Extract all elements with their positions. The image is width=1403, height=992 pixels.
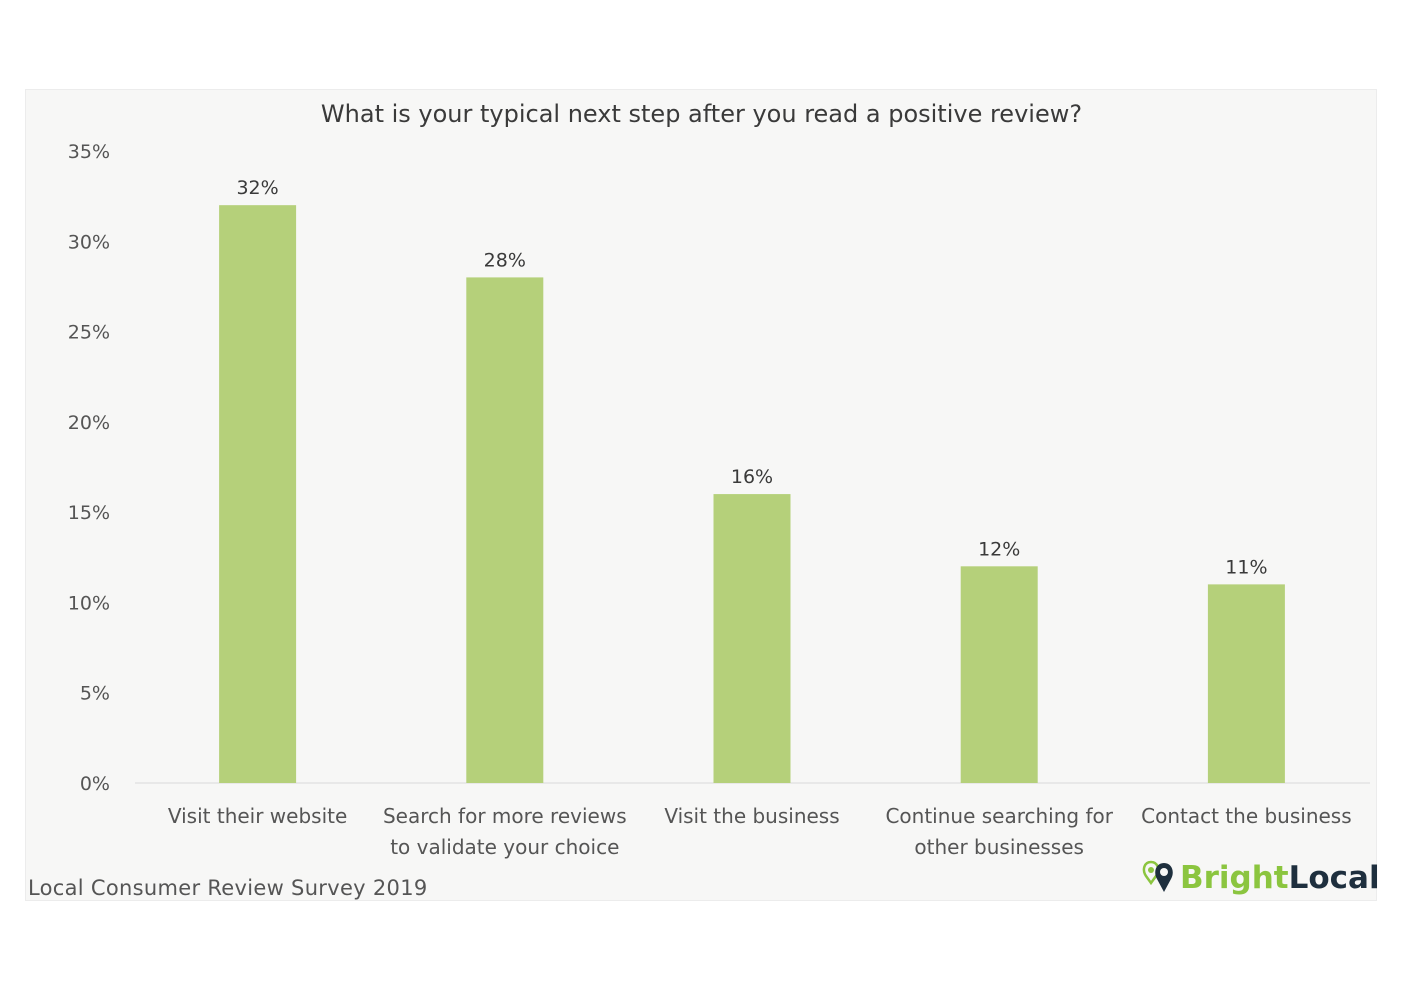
bar bbox=[466, 277, 544, 783]
y-tick-label: 0% bbox=[80, 773, 110, 795]
bar bbox=[713, 494, 791, 783]
source-caption: Local Consumer Review Survey 2019 bbox=[28, 876, 428, 900]
x-tick-label: Visit their website bbox=[168, 804, 347, 828]
x-tick-label: Continue searching for bbox=[885, 804, 1113, 828]
brand-name-local: Local bbox=[1288, 860, 1380, 896]
y-tick-label: 5% bbox=[80, 683, 110, 705]
y-tick-label: 20% bbox=[68, 412, 110, 434]
y-tick-label: 15% bbox=[68, 502, 110, 524]
data-label: 12% bbox=[978, 538, 1020, 560]
data-label: 32% bbox=[236, 177, 278, 199]
y-tick-label: 25% bbox=[68, 322, 110, 344]
x-tick-label: other businesses bbox=[914, 835, 1084, 859]
chart-title: What is your typical next step after you… bbox=[320, 100, 1083, 128]
y-tick-label: 30% bbox=[68, 231, 110, 253]
x-tick-label: Contact the business bbox=[1141, 804, 1352, 828]
data-label: 11% bbox=[1225, 556, 1267, 578]
data-label: 16% bbox=[731, 466, 773, 488]
bar bbox=[960, 566, 1038, 783]
y-tick-label: 35% bbox=[68, 141, 110, 163]
brand-name-bright: Bright bbox=[1180, 860, 1289, 896]
map-pin-icon bbox=[1142, 860, 1173, 892]
x-tick-label: to validate your choice bbox=[390, 835, 619, 859]
bar bbox=[1207, 584, 1285, 783]
bar bbox=[219, 205, 297, 783]
brightlocal-logo: Bright Local bbox=[1140, 858, 1380, 898]
x-tick-label: Search for more reviews bbox=[383, 804, 627, 828]
y-tick-label: 10% bbox=[68, 592, 110, 614]
data-label: 28% bbox=[484, 249, 526, 271]
x-tick-label: Visit the business bbox=[664, 804, 839, 828]
